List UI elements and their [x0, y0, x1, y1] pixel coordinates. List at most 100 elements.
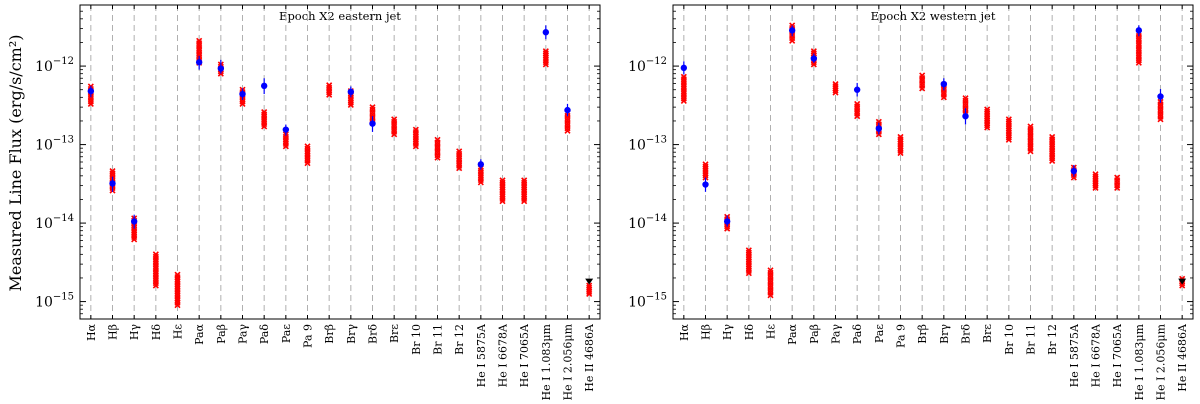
- y-tick-label: 10−15: [628, 292, 667, 311]
- model-point: [174, 302, 181, 309]
- model-point: [1070, 174, 1077, 181]
- model-point: [282, 143, 289, 150]
- model-point: [412, 143, 419, 150]
- y-tick-label: 10−13: [35, 135, 74, 154]
- observed-point: [369, 120, 376, 127]
- x-category-label: He I 2.056μm: [1155, 323, 1168, 400]
- observed-point: [87, 87, 95, 95]
- model-point: [767, 292, 774, 299]
- panel-eastern-jet: Epoch X2 eastern jet 10−15 10−14 10−13 10−1…: [35, 4, 601, 401]
- model-point: [919, 85, 926, 92]
- x-category-label: Br 11: [1025, 324, 1038, 355]
- model-point: [745, 270, 752, 277]
- model-point: [1049, 157, 1056, 164]
- x-category-label: Br 10: [1003, 324, 1016, 355]
- y-tick-label: 10−12: [628, 56, 667, 75]
- observed-point: [723, 218, 731, 225]
- model-point: [564, 127, 571, 134]
- model-point: [131, 236, 138, 243]
- model-point: [680, 97, 687, 104]
- x-category-label: Brγ: [345, 324, 358, 344]
- x-category-label: Paγ: [237, 324, 250, 344]
- observed-point: [260, 82, 268, 90]
- model-point: [1092, 184, 1099, 192]
- observed-point: [962, 112, 969, 120]
- x-category-label: Hα: [85, 323, 98, 341]
- x-category-label: Paα: [786, 323, 799, 344]
- model-point: [239, 100, 246, 107]
- model-point: [456, 165, 463, 172]
- upper-limit-arrow: [585, 278, 594, 285]
- model-point: [724, 225, 731, 232]
- x-category-label: Br 12: [453, 324, 466, 355]
- x-category-label: Brβ: [916, 324, 929, 344]
- model-point: [897, 149, 904, 157]
- model-point: [1027, 148, 1034, 155]
- model-point: [542, 61, 549, 68]
- model-point: [434, 154, 441, 161]
- observed-point: [940, 80, 948, 88]
- plot-frame: [672, 4, 1194, 320]
- observed-point: [702, 181, 709, 188]
- observed-point: [853, 86, 861, 93]
- y-tick-label: 10−15: [35, 292, 74, 311]
- x-category-label: Hβ: [107, 324, 120, 340]
- x-category-label: He I 1.083μm: [540, 323, 553, 400]
- model-point: [521, 198, 528, 205]
- model-point: [1114, 184, 1121, 192]
- model-point: [1005, 136, 1012, 143]
- x-category-label: Hγ: [128, 324, 141, 341]
- plot-frame: [79, 4, 601, 320]
- model-point: [854, 113, 861, 120]
- observed-point: [217, 65, 225, 72]
- x-category-label: Brε: [981, 324, 994, 343]
- observed-point: [477, 161, 485, 168]
- model-point: [832, 87, 839, 94]
- x-category-label: Paε: [280, 324, 293, 343]
- model-point: [789, 37, 796, 44]
- model-point: [499, 198, 506, 205]
- x-category-label: He I 7065A: [518, 323, 531, 387]
- x-category-label: Hδ: [150, 324, 163, 341]
- model-point: [940, 94, 947, 101]
- y-tick-label: 10−13: [628, 135, 667, 154]
- x-category-label: Hβ: [700, 324, 713, 340]
- y-tick-label: 10−12: [35, 56, 74, 75]
- observed-point: [810, 55, 818, 62]
- x-category-label: Hδ: [743, 324, 756, 341]
- x-category-label: He I 5875A: [475, 323, 488, 387]
- observed-point: [680, 64, 688, 72]
- observed-point: [788, 27, 796, 34]
- upper-limit-arrow: [1178, 278, 1187, 285]
- model-point: [304, 160, 311, 167]
- x-category-label: Paδ: [851, 324, 864, 344]
- observed-point: [239, 90, 246, 98]
- panel-title-eastern: Epoch X2 eastern jet: [279, 9, 401, 23]
- observed-point: [1070, 167, 1078, 175]
- x-category-label: Hε: [765, 324, 778, 340]
- observed-point: [1157, 93, 1164, 100]
- model-point: [152, 282, 159, 289]
- x-category-label: Paε: [873, 324, 886, 343]
- model-point: [1179, 282, 1186, 289]
- x-category-label: Paβ: [808, 324, 821, 344]
- x-category-label: Br 11: [432, 324, 445, 355]
- x-category-label: He I 6678A: [1090, 323, 1103, 387]
- model-point: [87, 100, 94, 107]
- observed-point: [130, 218, 138, 225]
- x-category-label: He II 4686A: [1176, 323, 1189, 392]
- observed-point: [542, 29, 550, 36]
- x-category-label: Brγ: [938, 324, 951, 344]
- model-point: [586, 290, 593, 298]
- x-category-label: Hγ: [721, 324, 734, 341]
- observed-point: [109, 180, 116, 187]
- model-point: [810, 61, 817, 68]
- observed-point: [1135, 27, 1143, 34]
- x-category-label: Paγ: [830, 324, 843, 344]
- x-category-label: He I 1.083μm: [1133, 323, 1146, 400]
- x-category-label: He II 4686A: [583, 323, 596, 392]
- x-category-label: Paβ: [215, 324, 228, 344]
- model-point: [586, 288, 593, 295]
- x-category-label: He I 2.056μm: [562, 323, 575, 400]
